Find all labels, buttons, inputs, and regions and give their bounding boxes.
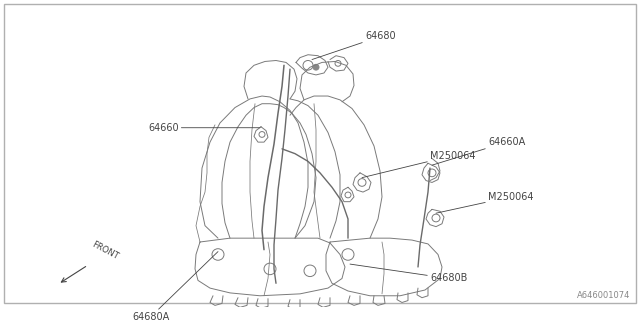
Circle shape [313,64,319,70]
Text: A646001074: A646001074 [577,291,630,300]
Text: 64680A: 64680A [132,252,218,320]
Text: 64660A: 64660A [432,137,525,165]
Text: 64680B: 64680B [350,264,467,284]
Text: M250064: M250064 [362,151,476,178]
Text: 64680: 64680 [312,31,396,60]
Text: FRONT: FRONT [90,240,120,261]
Text: M250064: M250064 [436,192,534,213]
Text: 64660: 64660 [148,123,260,133]
